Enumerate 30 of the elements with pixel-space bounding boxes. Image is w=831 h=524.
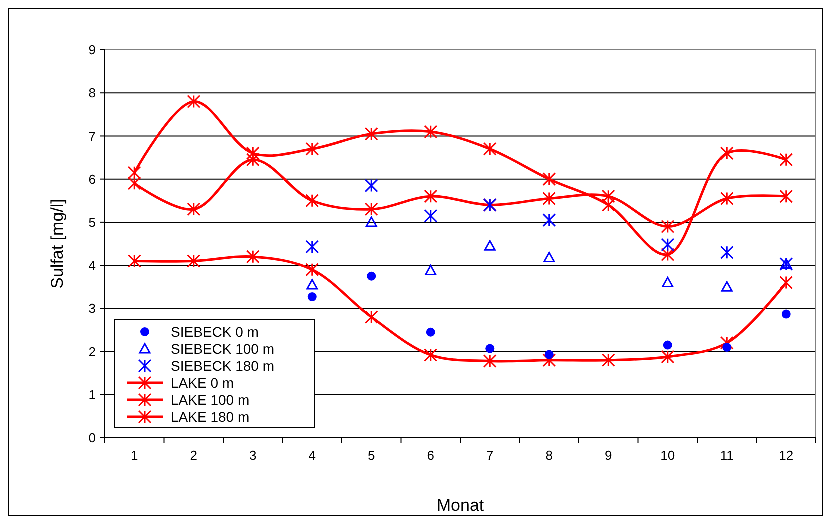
x-tick-label: 9 [605, 448, 612, 463]
y-tick-label: 2 [88, 344, 96, 360]
legend-label: SIEBECK 0 m [171, 324, 259, 340]
legend-label: LAKE 0 m [171, 374, 234, 391]
y-tick-label: 9 [88, 42, 96, 58]
y-tick-label: 3 [88, 301, 96, 316]
legend-label: LAKE 100 m [171, 392, 250, 408]
legend-label: SIEBECK 100 m [171, 340, 274, 357]
y-tick-label: 5 [88, 214, 96, 230]
legend-label: SIEBECK 180 m [171, 358, 274, 374]
y-tick-label: 0 [88, 430, 96, 446]
x-tick-label: 2 [190, 448, 198, 463]
x-tick-label: 3 [250, 448, 257, 463]
y-tick-label: 7 [88, 128, 96, 144]
x-tick-label: 5 [368, 448, 376, 463]
y-tick-label: 8 [88, 86, 96, 101]
y-tick-label: 1 [88, 387, 96, 402]
x-tick-label: 10 [660, 448, 676, 463]
y-axis-title: Sulfat [mg/l] [48, 199, 67, 289]
x-tick-label: 12 [779, 448, 794, 463]
y-tick-label: 6 [88, 172, 96, 187]
x-tick-label: 1 [131, 448, 138, 463]
x-tick-label: 11 [720, 448, 734, 463]
x-tick-label: 7 [486, 448, 494, 463]
y-tick-label: 4 [88, 258, 96, 274]
x-tick-label: 8 [546, 448, 553, 463]
x-axis-title: Monat [436, 496, 484, 515]
x-tick-label: 4 [308, 448, 316, 463]
x-tick-label: 6 [427, 448, 434, 463]
legend-label: LAKE 180 m [171, 408, 250, 425]
